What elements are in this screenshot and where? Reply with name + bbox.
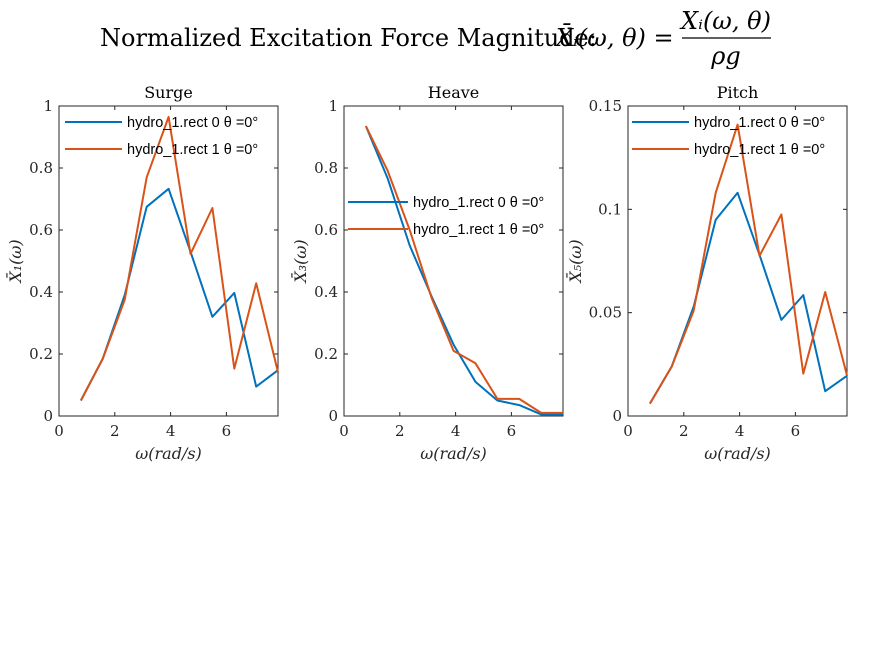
y-tick-label: 0 bbox=[328, 407, 338, 425]
x-axis-label: ω(rad/s) bbox=[135, 444, 202, 463]
x-tick-label: 2 bbox=[679, 422, 689, 440]
y-tick-label: 0.6 bbox=[29, 221, 53, 239]
x-tick-label: 6 bbox=[507, 422, 517, 440]
y-axis-label: X̄₅(ω) bbox=[564, 239, 585, 284]
y-tick-label: 0.8 bbox=[314, 159, 338, 177]
x-tick-label: 2 bbox=[395, 422, 405, 440]
y-tick-label: 1 bbox=[328, 97, 338, 115]
y-tick-label: 0.6 bbox=[314, 221, 338, 239]
y-tick-label: 0.05 bbox=[589, 304, 622, 322]
legend-label-1: hydro_1.rect 0 θ =0° bbox=[127, 115, 258, 131]
y-axis-label: X̄₃(ω) bbox=[289, 239, 310, 284]
y-axis-label: X̄₁(ω) bbox=[4, 239, 25, 284]
series-line-2 bbox=[80, 115, 280, 401]
series-line-2 bbox=[649, 123, 849, 405]
title-lhs: X̄ᵢ(ω, θ) = bbox=[554, 24, 674, 52]
series-line-2 bbox=[365, 125, 564, 414]
x-axis-label: ω(rad/s) bbox=[420, 444, 487, 463]
y-tick-label: 0.1 bbox=[598, 200, 622, 218]
subplot-title: Pitch bbox=[717, 83, 759, 102]
y-tick-label: 0.4 bbox=[29, 283, 53, 301]
x-tick-label: 0 bbox=[339, 422, 349, 440]
legend-label-1: hydro_1.rect 0 θ =0° bbox=[694, 115, 825, 131]
subplot-heave: 0 2 4 6 0 0.2 0.4 0.6 0.8 1 Heave ω(rad/s) X̄₃(ω) hyd… bbox=[289, 83, 564, 463]
plot-area bbox=[58, 105, 279, 417]
title-numerator: Xᵢ(ω, θ) bbox=[679, 7, 771, 35]
legend: hydro_1.rect 0 θ =0° hydro_1.rect 1 θ =0° bbox=[65, 115, 258, 158]
y-tick-label: 0 bbox=[43, 407, 53, 425]
plot-area bbox=[627, 105, 848, 417]
x-tick-label: 0 bbox=[54, 422, 64, 440]
x-tick-label: 4 bbox=[451, 422, 461, 440]
legend-label-2: hydro_1.rect 1 θ =0° bbox=[694, 142, 825, 158]
figure-title: Normalized Excitation Force Magnitude: X… bbox=[100, 7, 771, 70]
subplot-pitch: 0 2 4 6 0 0.05 0.1 0.15 Pitch ω(rad/s) X̄₅(ω) hydro… bbox=[564, 83, 849, 463]
subplot-title: Surge bbox=[144, 83, 193, 102]
x-tick-label: 6 bbox=[791, 422, 801, 440]
legend-label-1: hydro_1.rect 0 θ =0° bbox=[413, 195, 544, 211]
legend: hydro_1.rect 0 θ =0° hydro_1.rect 1 θ =0° bbox=[348, 195, 544, 238]
subplot-title: Heave bbox=[428, 83, 479, 102]
x-tick-label: 2 bbox=[110, 422, 120, 440]
y-tick-label: 0 bbox=[612, 407, 622, 425]
y-tick-label: 0.8 bbox=[29, 159, 53, 177]
x-tick-label: 4 bbox=[166, 422, 176, 440]
subplots: 0 2 4 6 0 0.2 0.4 0.6 0.8 1 Surge ω(rad/s) X̄₁(ω) hyd… bbox=[4, 83, 849, 463]
legend-label-2: hydro_1.rect 1 θ =0° bbox=[127, 142, 258, 158]
x-tick-label: 6 bbox=[222, 422, 232, 440]
x-tick-label: 4 bbox=[735, 422, 745, 440]
y-tick-label: 0.2 bbox=[314, 345, 338, 363]
y-tick-label: 1 bbox=[43, 97, 53, 115]
y-tick-label: 0.4 bbox=[314, 283, 338, 301]
y-tick-label: 0.2 bbox=[29, 345, 53, 363]
title-denominator: ρg bbox=[710, 42, 740, 70]
title-prefix: Normalized Excitation Force Magnitude: bbox=[100, 24, 597, 52]
subplot-surge: 0 2 4 6 0 0.2 0.4 0.6 0.8 1 Surge ω(rad/s) X̄₁(ω) hyd… bbox=[4, 83, 280, 463]
legend: hydro_1.rect 0 θ =0° hydro_1.rect 1 θ =0° bbox=[632, 115, 825, 158]
x-tick-label: 0 bbox=[623, 422, 633, 440]
legend-label-2: hydro_1.rect 1 θ =0° bbox=[413, 222, 544, 238]
series-line-1 bbox=[364, 125, 564, 416]
y-tick-label: 0.15 bbox=[589, 97, 622, 115]
x-axis-label: ω(rad/s) bbox=[704, 444, 771, 463]
